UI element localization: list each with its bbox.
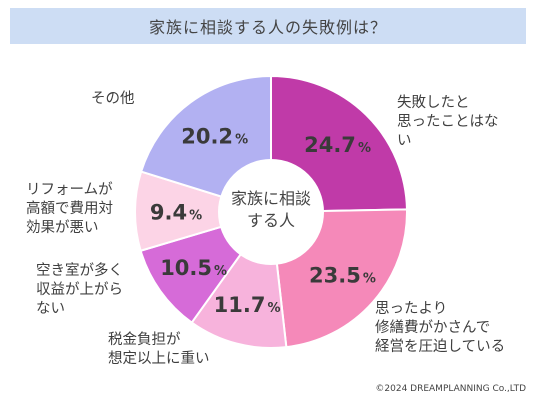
chart-title: 家族に相談する人の失敗例は？ [148,18,387,37]
label-reform-cost: リフォームが 高額で費用対 効果が悪い [26,182,113,236]
label-other: その他 [91,91,135,107]
value-label-other: 20.2% [181,124,248,148]
value-label-reform-cost: 9.4% [150,200,202,224]
donut-hole [218,159,324,265]
center-label: 家族に相談 する人 [216,188,326,232]
value-label-tax-burden: 11.7% [214,293,281,317]
label-tax-burden: 税金負担が 想定以上に重い [108,332,210,367]
center-label-line-2: する人 [246,211,295,230]
copyright-credit: ©2024 DREAMPLANNING Co.,LTD [375,384,526,394]
value-label-no-failure: 24.7% [304,133,371,157]
value-label-vacancies: 10.5% [160,256,227,280]
value-label-repair-costs: 23.5% [309,264,376,288]
center-label-line-1: 家族に相談 [230,189,311,208]
label-no-failure: 失敗したと 思ったことはな い [397,95,499,149]
label-repair-costs: 思ったより 修繕費がかさんで 経営を圧迫している [375,301,506,355]
label-vacancies: 空き室が多く 収益が上がら ない [36,263,123,317]
pie-slice-reform-cost [134,170,275,253]
title-bar: 家族に相談する人の失敗例は？ [10,8,526,44]
